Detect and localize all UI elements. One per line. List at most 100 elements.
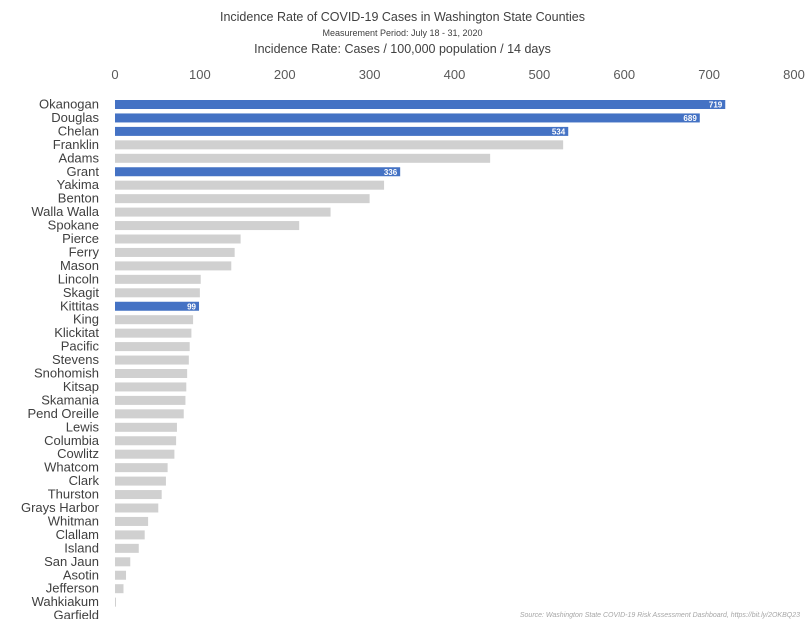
bar <box>115 382 187 392</box>
bar <box>115 557 131 567</box>
category-label: Okanogan <box>39 97 99 112</box>
category-label: Lincoln <box>58 271 99 286</box>
x-tick-label: 800 <box>783 67 805 82</box>
x-tick-label: 300 <box>359 67 381 82</box>
bar <box>115 543 139 553</box>
bar <box>115 584 124 594</box>
bar <box>115 530 145 540</box>
category-label: Stevens <box>52 352 99 367</box>
bar <box>115 194 370 204</box>
bar <box>115 463 168 473</box>
data-label: 689 <box>683 114 697 123</box>
bar <box>115 369 188 378</box>
bar <box>115 221 300 231</box>
bar <box>115 490 162 500</box>
bar <box>115 436 177 446</box>
data-label: 534 <box>552 127 566 136</box>
category-label: Asotin <box>63 567 99 582</box>
bar <box>115 355 189 365</box>
x-tick-label: 100 <box>189 67 211 82</box>
category-label: Grant <box>66 164 99 179</box>
x-tick-label: 500 <box>529 67 551 82</box>
category-label: Benton <box>58 191 99 206</box>
category-label: Jefferson <box>46 581 99 596</box>
category-label: Grays Harbor <box>21 500 100 515</box>
bar <box>115 570 127 580</box>
category-label: Ferry <box>69 244 100 259</box>
category-label: Island <box>64 540 99 555</box>
x-tick-label: 400 <box>444 67 466 82</box>
bar <box>115 180 385 190</box>
bar <box>115 288 200 298</box>
bar <box>115 126 569 136</box>
category-label: Snohomish <box>34 366 99 381</box>
category-labels: OkanoganDouglasChelanFranklinAdamsGrantY… <box>21 97 100 619</box>
category-label: Lewis <box>66 419 100 434</box>
x-tick-label: 0 <box>111 67 118 82</box>
category-label: Garfield <box>53 608 99 619</box>
bar <box>115 395 186 405</box>
category-label: Pacific <box>61 339 100 354</box>
chart-subtitle: Measurement Period: July 18 - 31, 2020 <box>322 28 483 38</box>
bar <box>115 113 700 123</box>
category-label: Wahkiakum <box>32 594 99 609</box>
category-label: Skagit <box>63 285 100 300</box>
category-label: Klickitat <box>54 325 99 340</box>
data-labels: 719 689 534 336 99 <box>187 101 723 312</box>
category-label: Yakima <box>57 177 100 192</box>
bar <box>115 476 166 486</box>
source-note: Source: Washington State COVID-19 Risk A… <box>520 612 800 619</box>
bar <box>115 153 491 163</box>
category-label: Thurston <box>48 487 99 502</box>
bar <box>115 449 175 459</box>
chart-title: Incidence Rate of COVID-19 Cases in Wash… <box>219 10 585 24</box>
x-tick-label: 200 <box>274 67 296 82</box>
x-tick-label: 700 <box>698 67 720 82</box>
category-label: Whatcom <box>44 460 99 475</box>
category-label: Franklin <box>53 137 99 152</box>
category-label: Kittitas <box>60 298 100 313</box>
category-label: Pend Oreille <box>27 406 99 421</box>
bar <box>115 315 194 325</box>
bar <box>115 301 200 311</box>
bar <box>115 247 235 257</box>
category-label: Clark <box>69 473 100 488</box>
bar <box>115 234 241 244</box>
x-tick-label: 600 <box>613 67 635 82</box>
bar <box>115 503 159 513</box>
category-label: Walla Walla <box>31 204 99 219</box>
bar <box>115 328 192 338</box>
bar <box>115 207 331 217</box>
bar <box>115 261 232 271</box>
bar <box>115 167 401 177</box>
category-label: Chelan <box>58 123 99 138</box>
bar <box>115 409 184 419</box>
bar <box>115 516 149 526</box>
category-label: Cowlitz <box>57 446 99 461</box>
axis-title: Incidence Rate: Cases / 100,000 populati… <box>254 42 551 56</box>
data-label: 99 <box>187 302 196 311</box>
bar <box>115 100 726 109</box>
category-label: Adams <box>59 150 100 165</box>
category-label: Skamania <box>41 392 100 407</box>
category-label: Clallam <box>56 527 99 542</box>
x-axis-ticks: 0 100 200 300 400 500 600 700 800 <box>111 67 804 82</box>
bars <box>115 100 726 607</box>
category-label: King <box>73 312 99 327</box>
category-label: Columbia <box>44 433 100 448</box>
category-label: Mason <box>60 258 99 273</box>
category-label: Douglas <box>51 110 99 125</box>
category-label: Kitsap <box>63 379 99 394</box>
bar <box>115 140 564 150</box>
bar <box>115 274 201 284</box>
bar <box>115 342 190 352</box>
bar <box>115 422 177 432</box>
category-label: Whitman <box>48 513 99 528</box>
category-label: San Jaun <box>44 554 99 569</box>
bar <box>115 597 116 607</box>
data-label: 719 <box>709 101 723 110</box>
data-label: 336 <box>384 168 398 177</box>
category-label: Pierce <box>62 231 99 246</box>
category-label: Spokane <box>48 218 99 233</box>
